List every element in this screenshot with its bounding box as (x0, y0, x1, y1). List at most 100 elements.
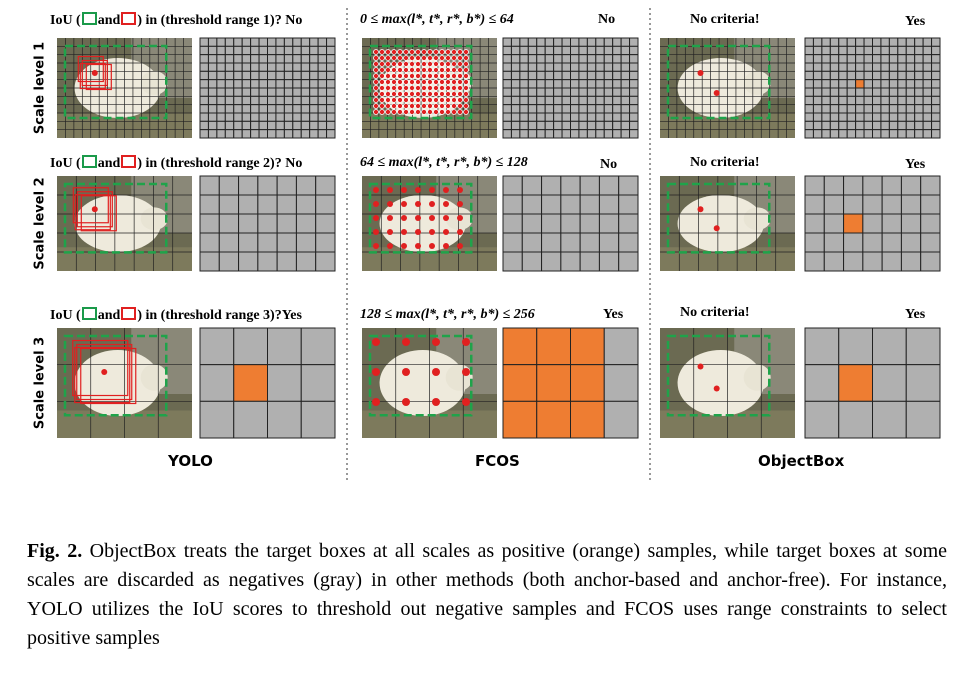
negative-cell (922, 87, 933, 97)
negative-cell (561, 129, 571, 139)
fcos-point (391, 97, 397, 103)
fcos-point (457, 61, 463, 67)
negative-cell (258, 70, 268, 81)
fcos-point (433, 97, 439, 103)
negative-cell (586, 104, 597, 114)
negative-cell (233, 120, 243, 131)
negative-cell (620, 79, 631, 89)
yolo-header: IoU (and) in (threshold range 2)? No (50, 155, 302, 172)
negative-cell (862, 251, 883, 272)
negative-cell (502, 129, 512, 139)
negative-cell (216, 79, 226, 89)
negative-cell (257, 213, 278, 234)
bear (379, 195, 466, 252)
negative-cell (838, 112, 848, 122)
panels: Scale level 1 Scale level 2 Scale level 3 (33, 37, 941, 439)
fcos-point (421, 79, 427, 85)
negative-cell (238, 213, 259, 234)
fcos-condition: 64 ≤ max(l*, t*, r*, b*) ≤ 128 (360, 155, 528, 170)
negative-cell (527, 87, 538, 97)
fcos-point (463, 55, 469, 61)
negative-cell (823, 213, 845, 234)
fcos-point (397, 103, 403, 109)
negative-cell (502, 251, 523, 272)
negative-cell (863, 95, 873, 106)
negative-cell (603, 400, 639, 439)
negative-cell (897, 37, 907, 47)
negative-cell (283, 70, 294, 81)
fcos-point (379, 61, 385, 67)
negative-cell (199, 400, 235, 439)
fcos-point (445, 97, 451, 103)
negative-cell (216, 120, 226, 131)
fcos-point (445, 79, 451, 85)
fcos-point (373, 243, 379, 249)
negative-cell (823, 232, 845, 253)
fcos-point (415, 61, 421, 67)
negative-cell (812, 87, 823, 97)
fcos-point (379, 79, 385, 85)
fcos-point (403, 79, 409, 85)
negative-cell (326, 112, 336, 122)
negative-cell (888, 104, 899, 114)
negative-cell (872, 37, 882, 47)
negative-cell (629, 112, 639, 122)
negative-cell (295, 251, 317, 272)
negative-cell (521, 175, 543, 196)
negative-cell (315, 194, 336, 215)
column-label: FCOS (475, 452, 520, 470)
negative-cell (838, 87, 848, 97)
negative-cell (829, 112, 840, 122)
negative-cell (258, 45, 268, 56)
fcos-point (409, 103, 415, 109)
negative-cell (804, 112, 814, 122)
negative-cell (872, 54, 882, 64)
fcos-point (439, 91, 445, 97)
target-box (666, 334, 771, 417)
negative-cell (275, 112, 285, 122)
positive-cell (502, 364, 538, 402)
anchor-box (81, 59, 108, 87)
fcos-point (373, 229, 379, 235)
negative-cell (829, 70, 840, 81)
negative-cell (931, 95, 941, 106)
negative-cell (931, 120, 941, 131)
negative-cell (586, 70, 597, 81)
negative-cell (276, 251, 297, 272)
fcos-point (457, 215, 463, 221)
negative-cell (527, 112, 538, 122)
negative-cell (207, 45, 218, 56)
fcos-point (397, 61, 403, 67)
fcos-point (385, 91, 391, 97)
fcos-point (415, 55, 421, 61)
negative-cell (620, 62, 631, 72)
negative-cell (570, 120, 580, 131)
negative-cell (326, 95, 336, 106)
negative-cell (292, 79, 302, 89)
negative-cell (267, 54, 277, 64)
negative-cell (502, 54, 512, 64)
negative-cell (300, 79, 311, 89)
fcos-point (403, 61, 409, 67)
negative-cell (586, 45, 597, 56)
fcos-point (427, 85, 433, 91)
negative-cell (855, 87, 865, 97)
fcos-point (421, 85, 427, 91)
negative-cell (804, 327, 840, 366)
negative-cell (821, 62, 831, 72)
negative-cell (544, 87, 555, 97)
negative-cell (267, 62, 277, 72)
negative-cell (804, 104, 814, 114)
negative-cell (897, 120, 907, 131)
negative-cell (829, 45, 840, 56)
positive-cell (502, 400, 538, 439)
negative-cell (905, 45, 916, 56)
negative-cell (595, 37, 605, 47)
fcos-point (439, 61, 445, 67)
negative-cell (846, 54, 857, 64)
negative-cell (218, 232, 240, 253)
negative-cell (233, 327, 268, 366)
negative-cell (931, 129, 941, 139)
negative-cell (629, 129, 639, 139)
fcos-point (415, 201, 421, 207)
